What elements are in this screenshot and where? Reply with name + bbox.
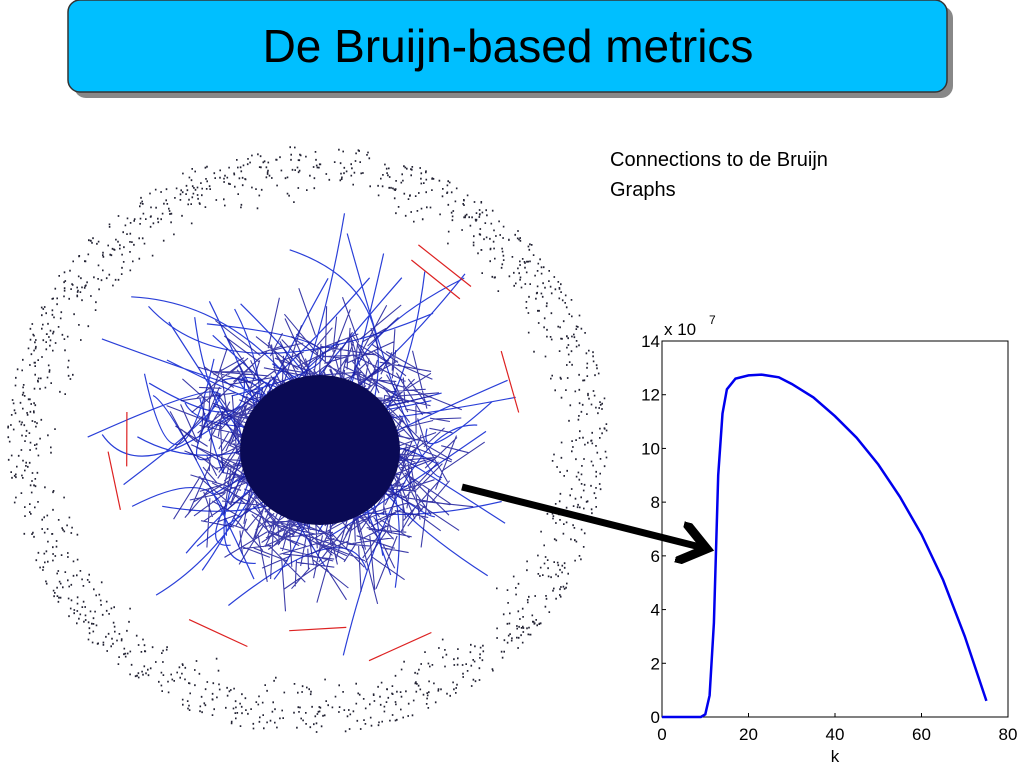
y-tick-label: 2: [651, 654, 660, 673]
x-tick-label: 20: [739, 725, 758, 744]
chart: 0 2 4 6 8 10 12 14 0 20 40 60 80 k x 10 7: [641, 313, 1017, 766]
arrow: [461, 483, 700, 547]
x-tick-label: 40: [826, 725, 845, 744]
x-tick-label: 80: [999, 725, 1018, 744]
y-tick-label: 8: [651, 493, 660, 512]
title-box: [67, 0, 948, 93]
network-image: [7, 146, 608, 733]
x-tick-label: 0: [657, 725, 666, 744]
y-multiplier-exponent: 7: [709, 313, 716, 327]
plot-frame: [661, 340, 1009, 718]
data-line: [662, 373, 988, 719]
y-tick-label: 12: [641, 386, 660, 405]
cluster-core: [240, 375, 400, 525]
y-multiplier: x 10: [664, 320, 696, 339]
y-tick-label: 6: [651, 547, 660, 566]
node-ring: [7, 146, 608, 733]
y-tick-label: 10: [641, 439, 660, 458]
y-tick-label: 4: [651, 601, 660, 620]
x-axis-label: k: [831, 747, 840, 766]
x-tick-label: 60: [912, 725, 931, 744]
caption: Graphs: [610, 179, 676, 201]
slide-title: De Bruijn-based metrics: [263, 20, 754, 72]
y-tick-label: 0: [651, 708, 660, 727]
caption: Connections to de Bruijn: [610, 149, 828, 171]
y-tick-label: 14: [641, 332, 660, 351]
red-edges: [107, 244, 520, 662]
